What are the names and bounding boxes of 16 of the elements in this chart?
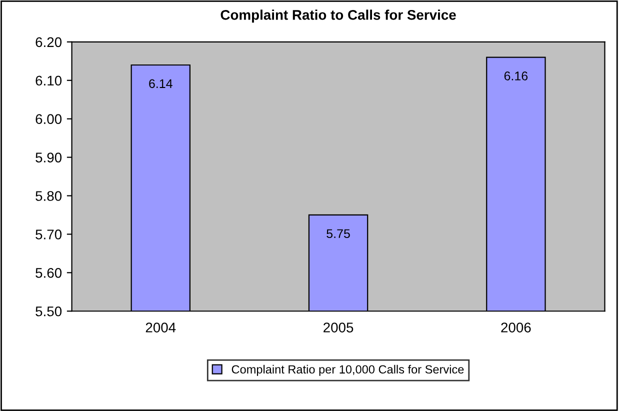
x-tick-label: 2004 (146, 322, 176, 332)
data-label: 6.16 (504, 72, 528, 80)
y-tick-label: 6.00 (36, 114, 62, 124)
data-label: 6.14 (149, 79, 172, 88)
y-tick-label: 5.60 (36, 268, 62, 278)
chart-title: Complaint Ratio to Calls for Service (220, 10, 456, 23)
y-tick-label: 6.10 (36, 76, 62, 86)
y-tick-label: 5.50 (36, 306, 62, 316)
x-tick-label: 2005 (324, 322, 354, 332)
y-tick-label: 6.20 (36, 37, 62, 48)
legend-label: Complaint Ratio per 10,000 Calls for Service (232, 364, 464, 376)
x-tick-label: 2006 (501, 322, 531, 332)
data-label: 5.75 (326, 229, 350, 238)
y-tick-label: 5.80 (36, 191, 62, 201)
y-tick-label: 5.70 (36, 230, 62, 240)
y-tick-label: 5.90 (36, 152, 62, 162)
